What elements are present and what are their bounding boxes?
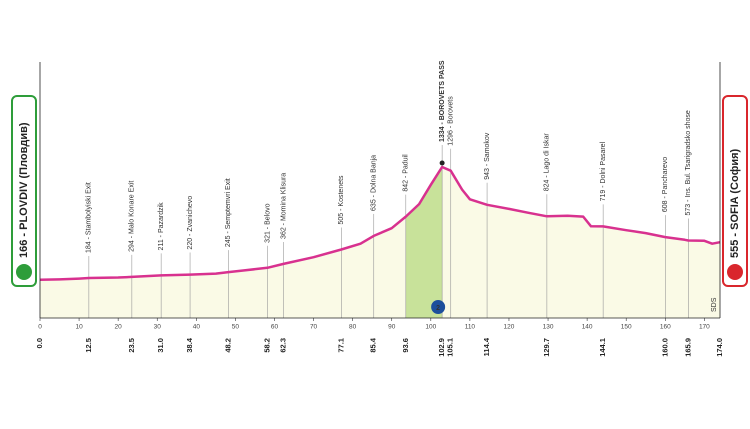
km-label: 144.1 (598, 338, 607, 357)
waypoint-label: 294 - Malo Konare Exit (129, 181, 136, 252)
km-label: 105.1 (446, 338, 455, 357)
x-tick-label: 110 (465, 324, 476, 331)
credit: SDS (711, 297, 718, 312)
climb-area (405, 167, 443, 318)
kom-category: 2 (436, 305, 440, 312)
x-tick-label: 50 (232, 324, 240, 331)
km-label: 58.2 (262, 338, 271, 353)
x-tick-label: 130 (543, 324, 554, 331)
km-label: 12.5 (84, 338, 93, 353)
x-tick-label: 100 (425, 324, 436, 331)
x-tick-label: 10 (75, 324, 83, 331)
x-tick-label: 30 (154, 324, 162, 331)
km-label: 114.4 (482, 337, 491, 356)
kom-icon (431, 300, 446, 314)
waypoint-label: 220 - Zvanichevo (187, 196, 194, 250)
waypoint-label: 719 - Dolni Pasarel (600, 141, 607, 201)
waypoint-label: 1296 - Borovets (448, 96, 455, 146)
summit-dot (439, 160, 445, 166)
x-tick-label: 0 (38, 324, 42, 331)
x-tick-label: 170 (699, 324, 710, 331)
km-label: 31.0 (156, 338, 165, 353)
km-label: 102.9 (437, 338, 446, 357)
km-label: 62.3 (278, 338, 287, 353)
waypoint-label: 573 - Ins. Bul. Tsarigradsko shose (685, 110, 692, 215)
km-label: 48.2 (223, 338, 232, 353)
finish-icon (727, 264, 743, 280)
waypoint-label: 245 - Semptemvri Exit (225, 178, 232, 247)
km-label: 165.9 (683, 338, 692, 357)
waypoint-label: 321 - Belovo (264, 203, 271, 242)
x-tick-label: 120 (504, 324, 515, 331)
waypoint-label: 211 - Pazardzik (158, 202, 165, 251)
start-label: 166 - PLOVDIV (Пловдив) (18, 122, 30, 258)
x-tick-label: 70 (310, 324, 318, 331)
waypoint-label: 608 - Pancharevo (662, 157, 669, 212)
start-icon (16, 264, 32, 280)
start-box (11, 95, 37, 287)
km-label: 129.7 (542, 338, 551, 357)
x-tick-label: 20 (115, 324, 123, 331)
finish-km: 174.0 (715, 338, 724, 357)
waypoint-label: 842 - Paduil (403, 154, 410, 192)
waypoint-label: 635 - Dolna Banja (371, 155, 378, 211)
profile-line (39, 165, 721, 282)
km-label: 93.6 (401, 338, 410, 353)
waypoint-label: 824 - Lago di Iskar (544, 133, 551, 192)
waypoint-label: 1334 - BOROVETS PASS (439, 60, 446, 142)
waypoint-label: 184 - Stambolyiski Exit (86, 182, 93, 253)
km-label: 85.4 (369, 337, 378, 352)
finish-box (722, 95, 748, 287)
x-tick-label: 140 (582, 324, 593, 331)
km-label: 160.0 (660, 338, 669, 357)
x-tick-label: 80 (349, 324, 357, 331)
start-km: 0.0 (35, 338, 44, 348)
km-label: 23.5 (127, 338, 136, 353)
km-label: 38.4 (185, 337, 194, 352)
x-tick-label: 40 (193, 324, 201, 331)
waypoint-label: 362 - Momina Klisura (280, 173, 287, 239)
x-tick-label: 90 (388, 324, 396, 331)
x-tick-label: 150 (621, 324, 632, 331)
x-tick-label: 60 (271, 324, 279, 331)
waypoint-label: 943 - Samokov (484, 132, 491, 180)
finish-label: 555 - SOFIA (София) (729, 148, 741, 258)
profile-area (40, 167, 720, 318)
x-tick-label: 160 (660, 324, 671, 331)
km-label: 77.1 (336, 338, 345, 353)
waypoint-label: 505 - Kostenets (338, 175, 345, 225)
